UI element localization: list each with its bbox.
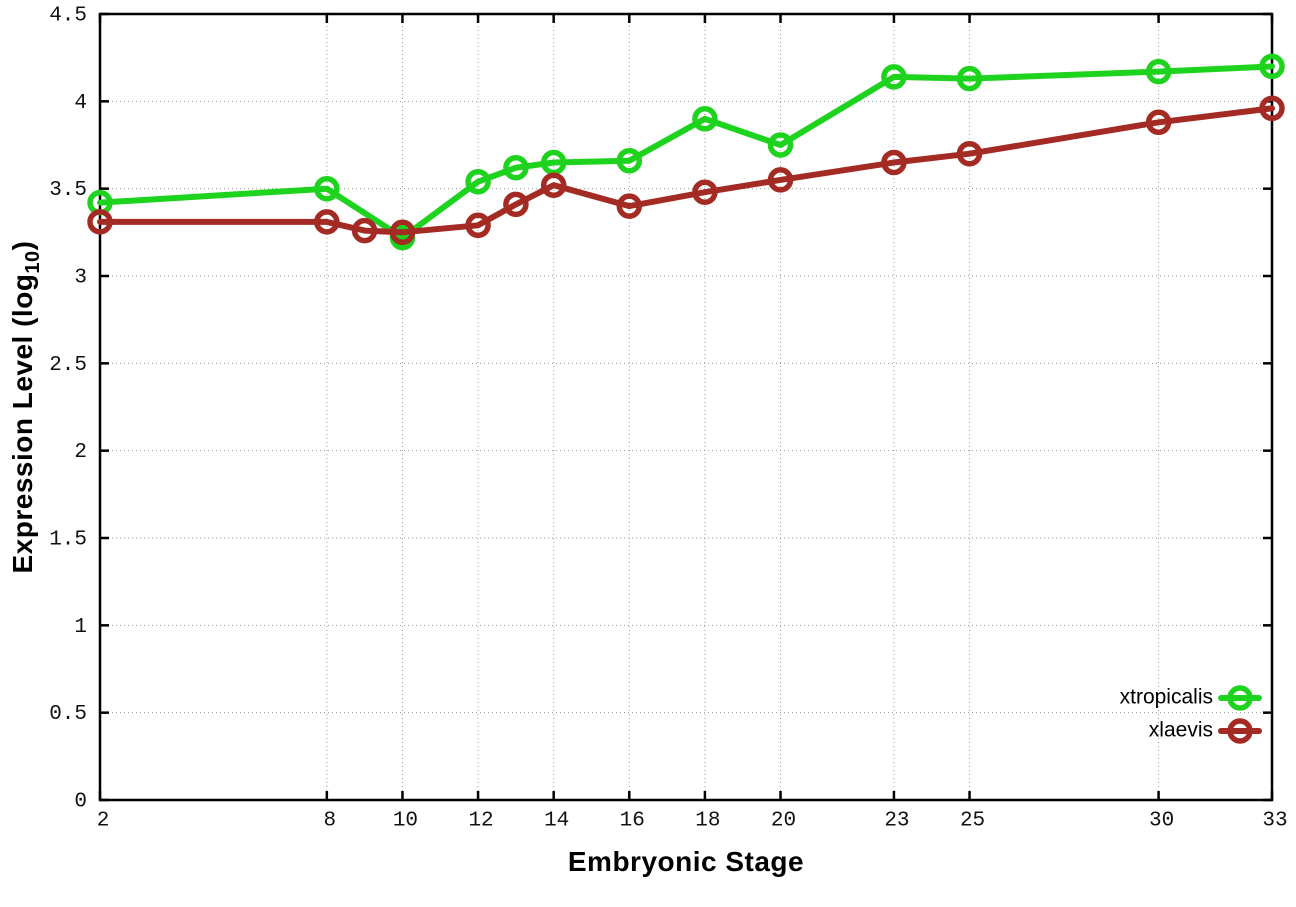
y-tick-label: 3.5 — [49, 179, 87, 202]
legend-label-xlaevis: xlaevis — [1149, 719, 1213, 742]
x-tick-label: 10 — [393, 810, 418, 833]
data-point-xlaevis — [767, 167, 794, 193]
y-tick-label: 3 — [74, 267, 87, 290]
data-point-xtropicalis — [881, 64, 907, 90]
data-point-xtropicalis — [503, 154, 529, 181]
x-tick-label: 23 — [884, 810, 909, 833]
x-tick-label: 20 — [771, 810, 796, 833]
data-point-xlaevis — [692, 179, 718, 205]
data-point-xtropicalis — [692, 106, 718, 132]
data-point-xlaevis — [351, 217, 378, 244]
data-point-xlaevis — [465, 212, 491, 239]
y-tick-label: 1.5 — [49, 529, 87, 552]
data-point-xlaevis — [389, 219, 416, 246]
plot-border — [98, 12, 1274, 802]
data-point-xlaevis — [1259, 95, 1285, 122]
x-tick-label: 16 — [620, 810, 645, 833]
x-tick-label: 25 — [960, 810, 985, 833]
y-tick-label: 4 — [74, 92, 87, 115]
data-point-xlaevis — [616, 193, 643, 219]
y-tick-label: 2.5 — [49, 354, 87, 377]
series-xtropicalis-line — [97, 63, 1275, 241]
data-point-xtropicalis — [314, 175, 340, 202]
y-tick-label: 0.5 — [49, 703, 87, 726]
x-tick-label: 14 — [544, 810, 569, 833]
data-point-xtropicalis — [616, 147, 643, 174]
data-point-xtropicalis — [465, 168, 491, 195]
y-axis-title-text: Expression Level (log — [7, 273, 39, 574]
x-tick-label: 30 — [1149, 810, 1174, 833]
data-point-xtropicalis — [1259, 53, 1285, 80]
data-point-xtropicalis — [956, 65, 983, 92]
y-tick-label: 0 — [74, 791, 87, 814]
data-point-xlaevis — [956, 140, 983, 167]
data-point-xtropicalis — [1145, 58, 1172, 85]
x-tick-label: 2 — [97, 810, 110, 833]
x-tick-label: 8 — [324, 810, 337, 833]
x-tick-label: 18 — [695, 810, 720, 833]
y-tick-label: 2 — [74, 441, 87, 464]
x-axis-title: Embryonic Stage — [567, 846, 805, 877]
y-axis-title-close: ) — [7, 240, 39, 251]
y-axis-title: Expression Level (log10) — [7, 241, 45, 574]
data-point-xlaevis — [503, 191, 529, 218]
x-tick-label: 12 — [468, 810, 493, 833]
data-point-xlaevis — [87, 209, 113, 235]
legend-marker-xtropicalis — [1227, 685, 1253, 711]
y-axis-title-subscript: 10 — [21, 250, 44, 274]
y-tick-label: 4.5 — [49, 5, 87, 28]
data-point-xlaevis — [881, 149, 907, 176]
data-point-xlaevis — [540, 172, 567, 198]
data-point-xlaevis — [314, 209, 340, 235]
y-tick-label: 1 — [74, 616, 87, 639]
x-tick-label: 33 — [1262, 810, 1287, 833]
data-point-xlaevis — [1145, 109, 1172, 136]
legend-label-xtropicalis: xtropicalis — [1120, 686, 1213, 709]
legend-marker-xlaevis — [1227, 718, 1253, 744]
legend: xtropicalis xlaevis — [1120, 685, 1262, 744]
data-point-xtropicalis — [767, 132, 794, 158]
